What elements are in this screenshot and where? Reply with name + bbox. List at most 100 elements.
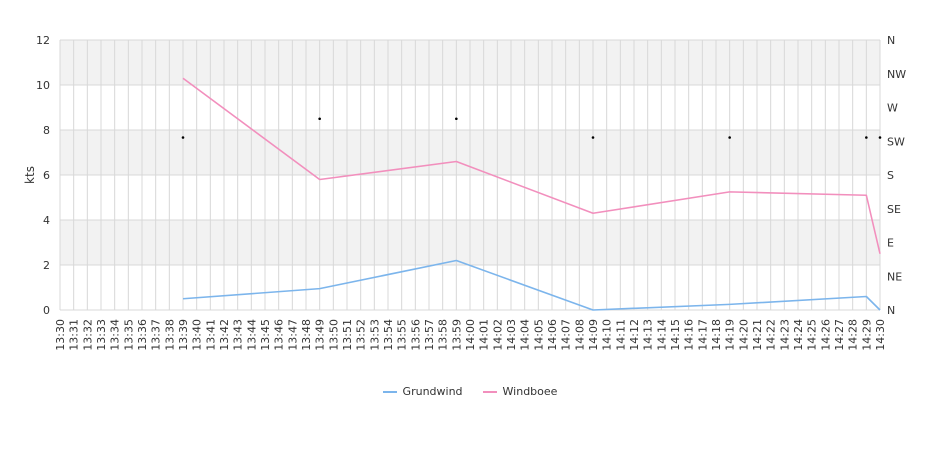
y-axis-label: kts (23, 166, 37, 184)
x-tick-label: 13:50 (327, 319, 340, 351)
x-tick-label: 14:28 (847, 319, 860, 351)
direction-tick-label: W (887, 102, 898, 115)
direction-tick-label: NE (887, 270, 902, 283)
x-tick-label: 13:44 (245, 319, 258, 351)
x-tick-label: 14:29 (860, 319, 873, 351)
x-tick-label: 14:09 (587, 319, 600, 351)
legend-swatch-grundwind (382, 390, 397, 393)
x-tick-label: 14:21 (751, 319, 764, 351)
x-tick-label: 13:53 (368, 319, 381, 351)
x-tick-label: 13:48 (300, 319, 313, 351)
x-tick-label: 14:07 (560, 319, 573, 351)
x-tick-label: 13:54 (382, 319, 395, 351)
legend-label-windboee: Windboee (502, 385, 558, 398)
y-tick-label: 6 (43, 169, 50, 182)
x-tick-label: 14:18 (710, 319, 723, 351)
x-tick-label: 14:14 (655, 319, 668, 351)
x-tick-label: 13:36 (136, 319, 149, 351)
legend-swatch-windboee (482, 390, 497, 393)
direction-tick-label: NW (887, 68, 906, 81)
direction-axis-ticks: N NE E SE S SW W NW N (887, 34, 906, 317)
direction-tick-label: E (887, 237, 894, 250)
series-line-windboee (182, 77, 881, 254)
x-axis-ticks: 13:30 13:31 13:32 13:33 13:34 13:35 13:36 13:37… (54, 319, 887, 351)
direction-tick-label: N (887, 304, 895, 317)
x-tick-label: 13:49 (314, 319, 327, 351)
y-tick-label: 12 (36, 34, 50, 47)
x-tick-label: 13:39 (177, 319, 190, 351)
x-tick-label: 13:47 (286, 319, 299, 351)
x-tick-label: 14:04 (519, 319, 532, 351)
x-tick-label: 13:55 (396, 319, 409, 351)
x-tick-label: 14:00 (464, 319, 477, 351)
y-tick-label: 8 (43, 124, 50, 137)
x-tick-label: 14:23 (778, 319, 791, 351)
x-tick-label: 14:05 (532, 319, 545, 351)
y-axis-ticks: 0 2 4 6 8 10 12 (36, 34, 50, 317)
x-tick-label: 14:15 (669, 319, 682, 351)
x-tick-label: 14:03 (505, 319, 518, 351)
x-tick-label: 14:11 (614, 319, 627, 351)
x-tick-label: 14:02 (491, 319, 504, 351)
x-tick-label: 13:30 (54, 319, 67, 351)
x-tick-label: 14:19 (724, 319, 737, 351)
x-tick-label: 14:30 (874, 319, 887, 351)
y-tick-label: 10 (36, 79, 50, 92)
x-tick-label: 13:57 (423, 319, 436, 351)
direction-marker (878, 136, 882, 139)
x-tick-label: 13:37 (150, 319, 163, 351)
x-tick-label: 14:08 (573, 319, 586, 351)
x-tick-label: 14:22 (765, 319, 778, 351)
direction-tick-label: SE (887, 203, 901, 216)
x-tick-label: 14:25 (806, 319, 819, 351)
x-tick-label: 13:46 (273, 319, 286, 351)
x-tick-label: 14:26 (819, 319, 832, 351)
x-tick-label: 14:27 (833, 319, 846, 351)
direction-marker (455, 117, 458, 121)
x-tick-label: 14:10 (601, 319, 614, 351)
direction-tick-label: N (887, 34, 895, 47)
x-tick-label: 13:56 (409, 319, 422, 351)
legend-item-windboee[interactable]: Windboee (482, 385, 558, 398)
x-tick-label: 13:52 (355, 319, 368, 351)
series-line-grundwind (182, 259, 881, 311)
direction-marker (318, 117, 321, 121)
direction-marker (865, 136, 868, 139)
x-tick-label: 14:13 (642, 319, 655, 351)
direction-marker (181, 136, 185, 139)
x-tick-label: 13:32 (81, 319, 94, 351)
x-tick-label: 13:41 (204, 319, 217, 351)
x-tick-label: 13:34 (109, 319, 122, 351)
x-tick-label: 14:01 (478, 319, 491, 351)
series-lines (182, 77, 881, 311)
x-tick-label: 13:40 (191, 319, 204, 351)
legend: Grundwind Windboee (0, 385, 940, 398)
x-tick-label: 13:51 (341, 319, 354, 351)
legend-label-grundwind: Grundwind (402, 385, 463, 398)
y-tick-label: 2 (43, 259, 50, 272)
x-tick-label: 14:16 (683, 319, 696, 351)
direction-marker (591, 136, 595, 139)
x-tick-label: 13:33 (95, 319, 108, 351)
x-tick-label: 14:24 (792, 319, 805, 351)
direction-marker (728, 136, 731, 139)
y-tick-label: 0 (43, 304, 50, 317)
x-tick-label: 13:42 (218, 319, 231, 351)
x-tick-label: 13:59 (450, 319, 463, 351)
x-tick-label: 13:58 (437, 319, 450, 351)
x-tick-label: 13:38 (163, 319, 176, 351)
gridlines (59, 39, 881, 311)
x-tick-label: 13:45 (259, 319, 272, 351)
x-tick-label: 14:12 (628, 319, 641, 351)
x-tick-label: 14:06 (546, 319, 559, 351)
x-tick-label: 14:20 (737, 319, 750, 351)
x-tick-label: 13:31 (68, 319, 81, 351)
legend-item-grundwind[interactable]: Grundwind (382, 385, 463, 398)
y-tick-label: 4 (43, 214, 50, 227)
x-tick-label: 14:17 (696, 319, 709, 351)
direction-markers (181, 117, 882, 139)
direction-tick-label: SW (887, 135, 905, 148)
x-tick-label: 13:35 (122, 319, 135, 351)
direction-tick-label: S (887, 169, 894, 182)
